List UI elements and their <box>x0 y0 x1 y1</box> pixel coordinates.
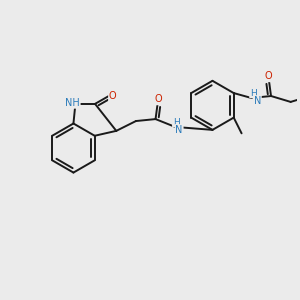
Text: O: O <box>155 94 162 104</box>
Text: H: H <box>250 88 257 98</box>
Text: O: O <box>109 91 116 101</box>
Text: O: O <box>264 71 272 81</box>
Text: N: N <box>254 96 261 106</box>
Text: H: H <box>173 118 179 127</box>
Text: N: N <box>176 125 183 135</box>
Text: NH: NH <box>65 98 80 108</box>
